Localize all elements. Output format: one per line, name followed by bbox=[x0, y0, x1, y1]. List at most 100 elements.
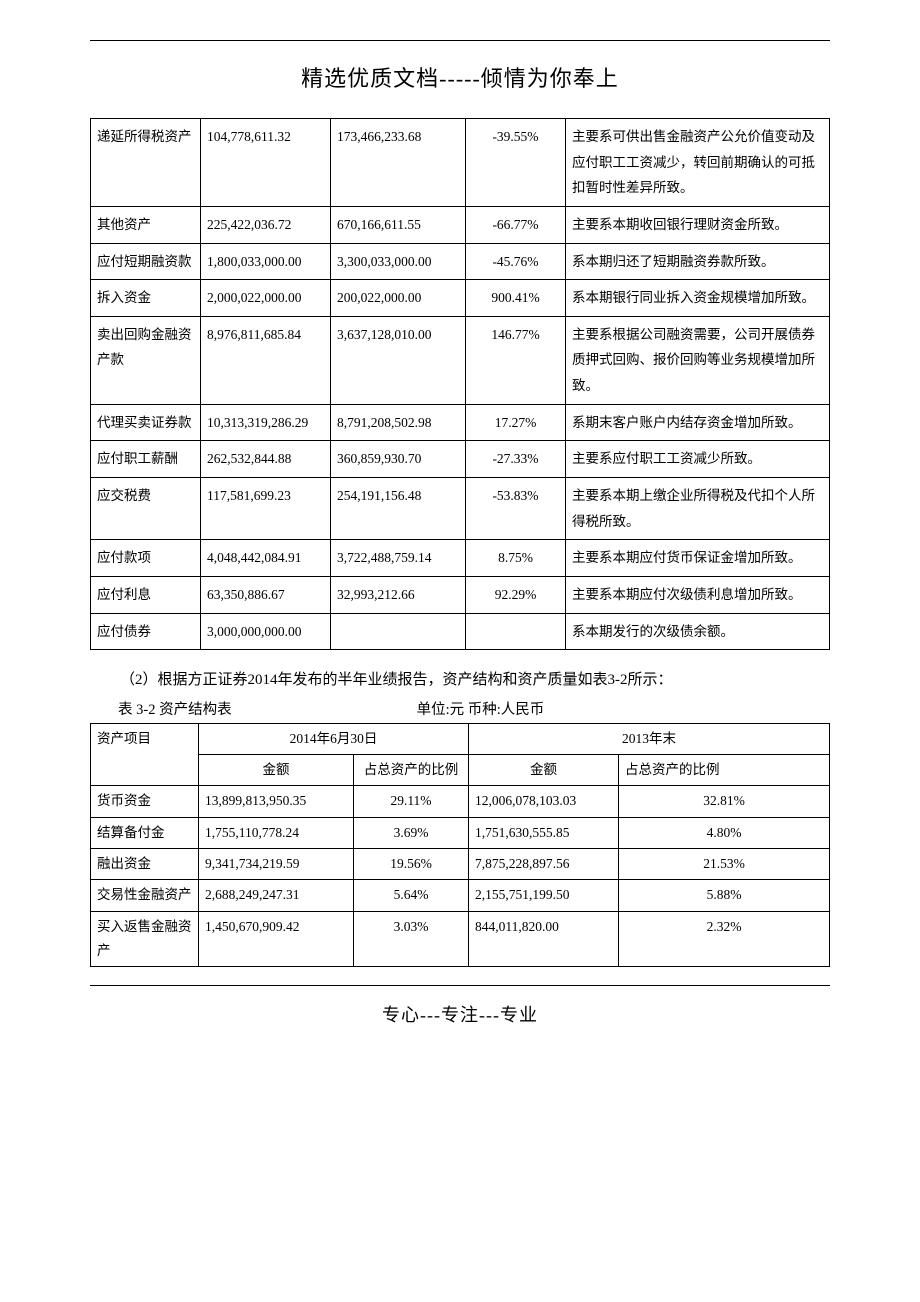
asset-structure-table: 资产项目 2014年6月30日 2013年末 金额 占总资产的比例 金额 占总资… bbox=[90, 723, 830, 967]
table-cell: 92.29% bbox=[466, 576, 566, 613]
table-row: 融出资金9,341,734,219.5919.56%7,875,228,897.… bbox=[91, 848, 830, 879]
table-cell: 应付款项 bbox=[91, 540, 201, 577]
table-row: 货币资金13,899,813,950.3529.11%12,006,078,10… bbox=[91, 786, 830, 817]
table-cell: 主要系应付职工工资减少所致。 bbox=[566, 441, 830, 478]
table-cell: 7,875,228,897.56 bbox=[469, 848, 619, 879]
table-cell: 117,581,699.23 bbox=[201, 478, 331, 540]
table-row: 应付债券3,000,000,000.00 系本期发行的次级债余额。 bbox=[91, 613, 830, 650]
table-row: 应付款项4,048,442,084.913,722,488,759.148.75… bbox=[91, 540, 830, 577]
table-cell: 360,859,930.70 bbox=[331, 441, 466, 478]
table-cell: 3.69% bbox=[354, 817, 469, 848]
table-cell: 146.77% bbox=[466, 316, 566, 404]
table-cell: 交易性金融资产 bbox=[91, 880, 199, 911]
table-cell: 代理买卖证券款 bbox=[91, 404, 201, 441]
table-cell: 29.11% bbox=[354, 786, 469, 817]
table-cell: 8.75% bbox=[466, 540, 566, 577]
table-cell: 1,800,033,000.00 bbox=[201, 243, 331, 280]
t2-sh-amt2: 金额 bbox=[469, 755, 619, 786]
table-cell: 17.27% bbox=[466, 404, 566, 441]
table-cell: 2,000,022,000.00 bbox=[201, 280, 331, 317]
table-cell: 900.41% bbox=[466, 280, 566, 317]
financial-table-1: 递延所得税资产104,778,611.32173,466,233.68-39.5… bbox=[90, 118, 830, 650]
table-cell: -27.33% bbox=[466, 441, 566, 478]
table2-caption: 表 3-2 资产结构表 单位:元 币种:人民币 bbox=[90, 696, 830, 721]
table-cell: 货币资金 bbox=[91, 786, 199, 817]
table-cell: 卖出回购金融资产款 bbox=[91, 316, 201, 404]
table-cell: 254,191,156.48 bbox=[331, 478, 466, 540]
table-cell: -53.83% bbox=[466, 478, 566, 540]
table-cell: 2.32% bbox=[619, 911, 830, 967]
table-cell: 应付短期融资款 bbox=[91, 243, 201, 280]
page-footer-text: 专心---专注---专业 bbox=[90, 1001, 830, 1027]
table-row: 应付利息63,350,886.6732,993,212.6692.29%主要系本… bbox=[91, 576, 830, 613]
table-cell: 系本期归还了短期融资券款所致。 bbox=[566, 243, 830, 280]
table-cell: -39.55% bbox=[466, 119, 566, 207]
page-header-title: 精选优质文档-----倾情为你奉上 bbox=[90, 61, 830, 93]
table2-caption-left: 表 3-2 资产结构表 bbox=[118, 698, 232, 719]
table-row: 应付职工薪酬262,532,844.88360,859,930.70-27.33… bbox=[91, 441, 830, 478]
table-cell: 其他资产 bbox=[91, 206, 201, 243]
table-row: 其他资产225,422,036.72670,166,611.55-66.77%主… bbox=[91, 206, 830, 243]
table-cell: 10,313,319,286.29 bbox=[201, 404, 331, 441]
table-cell: 主要系本期应付次级债利息增加所致。 bbox=[566, 576, 830, 613]
table-cell: 5.64% bbox=[354, 880, 469, 911]
table-row: 卖出回购金融资产款8,976,811,685.843,637,128,010.0… bbox=[91, 316, 830, 404]
table-cell: 应付职工薪酬 bbox=[91, 441, 201, 478]
table-cell: 融出资金 bbox=[91, 848, 199, 879]
t2-sh-pct1: 占总资产的比例 bbox=[354, 755, 469, 786]
table-cell: 8,976,811,685.84 bbox=[201, 316, 331, 404]
t2-h-2013: 2013年末 bbox=[469, 723, 830, 754]
table-cell: 200,022,000.00 bbox=[331, 280, 466, 317]
table-cell: 应付利息 bbox=[91, 576, 201, 613]
table2-caption-right: 单位:元 币种:人民币 bbox=[232, 698, 830, 719]
table-row: 应交税费117,581,699.23254,191,156.48-53.83%主… bbox=[91, 478, 830, 540]
table-cell: 主要系本期上缴企业所得税及代扣个人所得税所致。 bbox=[566, 478, 830, 540]
t2-sh-pct2: 占总资产的比例 bbox=[619, 755, 830, 786]
table-cell: 670,166,611.55 bbox=[331, 206, 466, 243]
table-cell: 3.03% bbox=[354, 911, 469, 967]
table-row: 代理买卖证券款10,313,319,286.298,791,208,502.98… bbox=[91, 404, 830, 441]
table-cell: 结算备付金 bbox=[91, 817, 199, 848]
table-cell: 63,350,886.67 bbox=[201, 576, 331, 613]
header-rule bbox=[90, 40, 830, 41]
table-cell: 系期末客户账户内结存资金增加所致。 bbox=[566, 404, 830, 441]
table-cell: 9,341,734,219.59 bbox=[199, 848, 354, 879]
table2-header-row1: 资产项目 2014年6月30日 2013年末 bbox=[91, 723, 830, 754]
table-cell: 主要系本期收回银行理财资金所致。 bbox=[566, 206, 830, 243]
table-cell: 4,048,442,084.91 bbox=[201, 540, 331, 577]
table-cell: 32.81% bbox=[619, 786, 830, 817]
table2-header-row2: 金额 占总资产的比例 金额 占总资产的比例 bbox=[91, 755, 830, 786]
table-cell: 104,778,611.32 bbox=[201, 119, 331, 207]
table-cell: 262,532,844.88 bbox=[201, 441, 331, 478]
table-cell: 13,899,813,950.35 bbox=[199, 786, 354, 817]
table-cell: 应付债券 bbox=[91, 613, 201, 650]
table-cell: 32,993,212.66 bbox=[331, 576, 466, 613]
footer-rule bbox=[90, 985, 830, 986]
table-cell: 主要系本期应付货币保证金增加所致。 bbox=[566, 540, 830, 577]
table-cell: 2,688,249,247.31 bbox=[199, 880, 354, 911]
table-cell: 5.88% bbox=[619, 880, 830, 911]
table-cell: 系本期发行的次级债余额。 bbox=[566, 613, 830, 650]
table-cell: 173,466,233.68 bbox=[331, 119, 466, 207]
table-row: 结算备付金1,755,110,778.243.69%1,751,630,555.… bbox=[91, 817, 830, 848]
table-cell: 3,000,000,000.00 bbox=[201, 613, 331, 650]
table-cell: 1,450,670,909.42 bbox=[199, 911, 354, 967]
table-cell: 买入返售金融资产 bbox=[91, 911, 199, 967]
table-cell: 844,011,820.00 bbox=[469, 911, 619, 967]
table-cell: 主要系可供出售金融资产公允价值变动及应付职工工资减少，转回前期确认的可抵扣暂时性… bbox=[566, 119, 830, 207]
table-cell: 3,300,033,000.00 bbox=[331, 243, 466, 280]
table-cell: 系本期银行同业拆入资金规模增加所致。 bbox=[566, 280, 830, 317]
table-cell: 拆入资金 bbox=[91, 280, 201, 317]
section-paragraph: （2）根据方正证券2014年发布的半年业绩报告，资产结构和资产质量如表3-2所示… bbox=[90, 668, 830, 694]
table-cell: 2,155,751,199.50 bbox=[469, 880, 619, 911]
table-cell: 3,637,128,010.00 bbox=[331, 316, 466, 404]
table-cell: 1,751,630,555.85 bbox=[469, 817, 619, 848]
table-cell: 1,755,110,778.24 bbox=[199, 817, 354, 848]
t2-h-item: 资产项目 bbox=[91, 723, 199, 786]
table-cell bbox=[466, 613, 566, 650]
table-row: 交易性金融资产2,688,249,247.315.64%2,155,751,19… bbox=[91, 880, 830, 911]
table-row: 递延所得税资产104,778,611.32173,466,233.68-39.5… bbox=[91, 119, 830, 207]
table-cell: 21.53% bbox=[619, 848, 830, 879]
table-cell bbox=[331, 613, 466, 650]
table-row: 应付短期融资款1,800,033,000.003,300,033,000.00-… bbox=[91, 243, 830, 280]
